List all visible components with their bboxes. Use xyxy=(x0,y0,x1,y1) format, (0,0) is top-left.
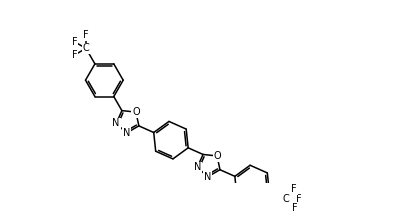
Text: F: F xyxy=(83,30,89,40)
Text: O: O xyxy=(132,107,140,117)
Text: F: F xyxy=(296,194,301,204)
Text: F: F xyxy=(72,37,78,47)
Text: N: N xyxy=(112,119,120,128)
Text: F: F xyxy=(72,50,78,60)
Text: N: N xyxy=(123,128,130,138)
Text: F: F xyxy=(292,203,298,212)
Text: O: O xyxy=(213,151,221,161)
Text: C: C xyxy=(82,43,89,53)
Text: C: C xyxy=(282,194,289,204)
Text: N: N xyxy=(204,172,211,182)
Text: F: F xyxy=(291,184,297,194)
Text: N: N xyxy=(194,162,201,172)
